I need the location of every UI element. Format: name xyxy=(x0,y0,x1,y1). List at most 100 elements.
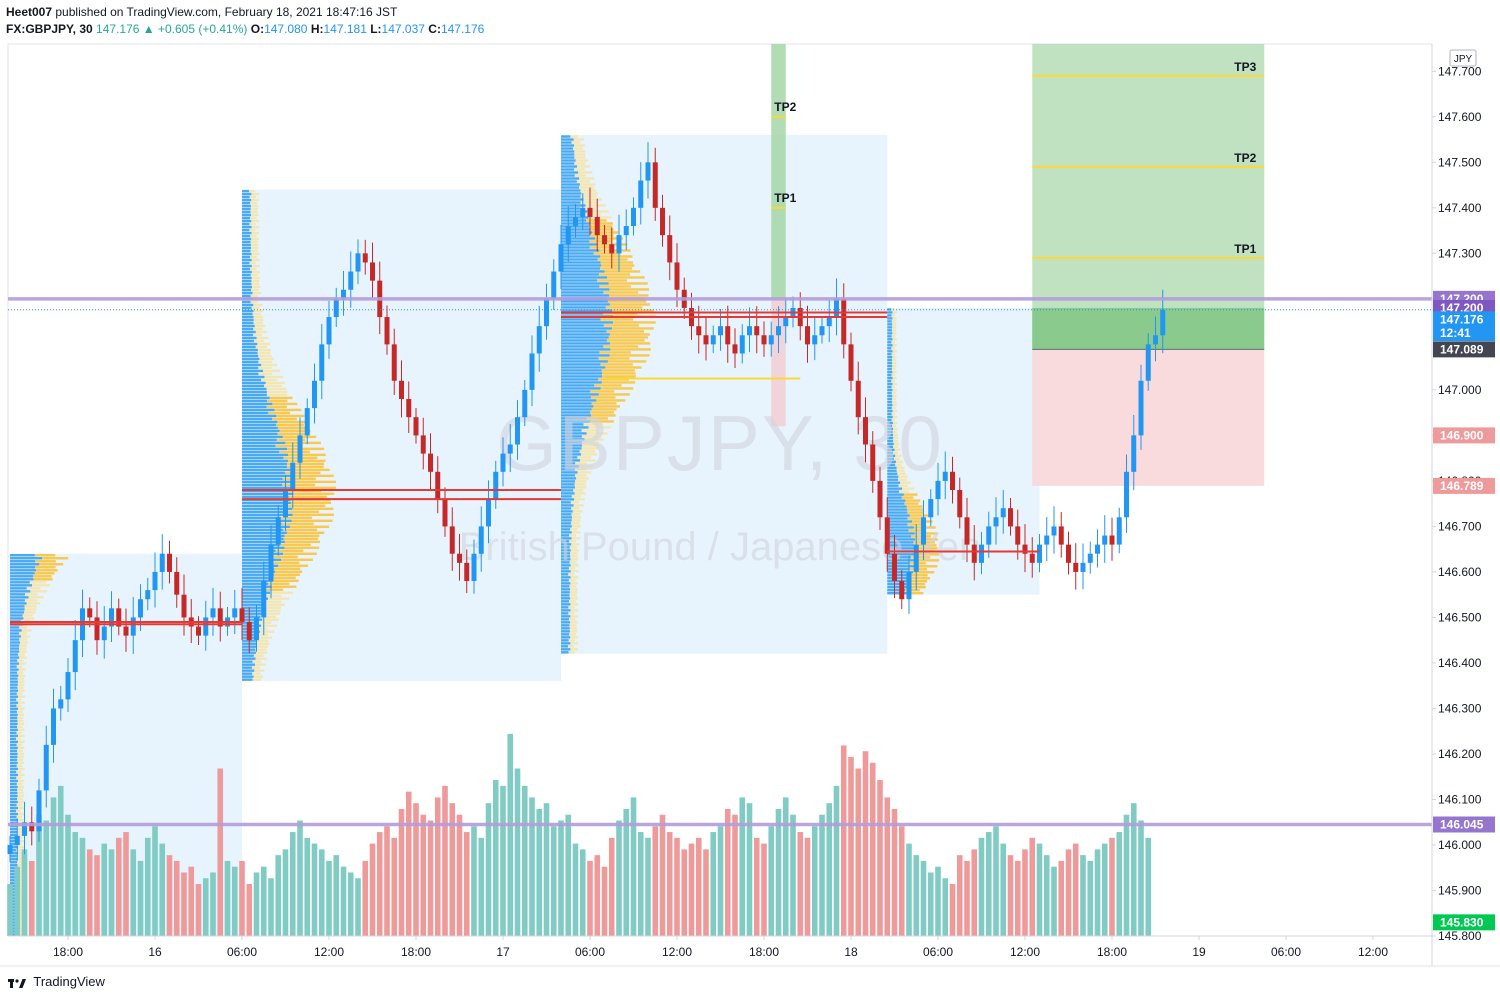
candle-body xyxy=(935,480,941,500)
volume-profile-bar-sell xyxy=(583,423,602,426)
volume-profile-bar-buy xyxy=(887,421,893,425)
volume-profile-bar-sell xyxy=(575,480,587,483)
volume-profile-bar-sell xyxy=(29,581,46,584)
symbol-label[interactable]: FX:GBPJPY, 30 xyxy=(6,22,93,36)
candle-body xyxy=(892,553,897,582)
volume-profile-bar-sell xyxy=(571,543,580,546)
volume-profile-bar-sell xyxy=(249,189,255,193)
volume-profile-bar-sell xyxy=(913,571,935,574)
volume-profile-bar-buy xyxy=(561,390,591,393)
volume-profile-bar-buy xyxy=(561,306,606,309)
volume-profile-bar-sell xyxy=(251,306,260,310)
volume-profile-bar-buy xyxy=(561,399,597,402)
volume-profile-bar-sell xyxy=(277,426,308,430)
volume-profile-bar-sell xyxy=(907,508,924,511)
time-tick-label: 19 xyxy=(1192,945,1206,959)
volume-profile-bar-sell xyxy=(902,487,915,490)
volume-profile-bar-sell xyxy=(568,579,576,582)
price-badge xyxy=(1433,914,1495,931)
volume-profile-bar-buy xyxy=(242,603,266,606)
volume-profile-bar-sell xyxy=(603,291,639,294)
volume-profile-bar-buy xyxy=(561,615,571,618)
volume-profile-bar-sell xyxy=(34,572,55,575)
volume-profile-bar-buy xyxy=(242,597,269,600)
volume-profile-bar-sell xyxy=(258,360,272,364)
volume-profile-bar-buy xyxy=(561,612,569,615)
candle-body xyxy=(1022,544,1028,554)
volume-profile-bar-sell xyxy=(256,645,268,648)
volume-profile-bar-buy xyxy=(887,586,909,589)
volume-profile-bar-sell xyxy=(288,495,327,499)
volume-profile-bar-sell xyxy=(16,815,22,819)
trade-target-zone xyxy=(1032,44,1265,350)
candle-body xyxy=(551,271,557,299)
volume-profile-bar-buy xyxy=(10,656,20,659)
volume-profile-bar-buy xyxy=(561,165,578,168)
volume-profile-bar-buy xyxy=(561,642,571,645)
volume-profile-bar-sell xyxy=(908,529,927,532)
volume-profile-bar-sell xyxy=(254,669,265,672)
volume-profile-bar-buy xyxy=(887,588,906,592)
volume-profile-bar-buy xyxy=(242,333,253,337)
volume-profile-bar-sell xyxy=(599,351,631,354)
volume-profile-bar-buy xyxy=(887,397,893,401)
candle-body xyxy=(1145,344,1151,381)
volume-profile-bar-buy xyxy=(242,462,288,466)
volume-profile-bar-sell xyxy=(599,285,631,288)
volume-profile-bar-buy xyxy=(561,300,608,303)
candle-body xyxy=(1073,562,1079,572)
volume-profile-bar-buy xyxy=(887,320,892,323)
volume-bar xyxy=(710,832,717,936)
volume-profile-bar-sell xyxy=(257,348,271,352)
candle-body xyxy=(515,417,520,445)
volume-profile-bar-sell xyxy=(255,330,268,334)
volume-profile-bar-buy xyxy=(242,402,273,406)
volume-profile-bar-sell xyxy=(250,294,258,298)
candle-body xyxy=(428,453,433,472)
volume-profile-bar-buy xyxy=(561,645,569,648)
volume-profile-bar-sell xyxy=(39,563,64,566)
price-badge xyxy=(1433,311,1495,328)
volume-profile-bar-sell xyxy=(262,618,279,621)
volume-profile-bar-buy xyxy=(887,535,912,538)
volume-profile-bar-buy xyxy=(242,456,284,460)
candle-body xyxy=(1051,526,1057,536)
volume-profile-bar-buy xyxy=(242,258,252,262)
brand-name[interactable]: TradingView xyxy=(33,974,105,989)
volume-profile-bar-buy xyxy=(887,526,914,529)
volume-profile-bar-buy xyxy=(561,432,587,435)
volume-bar xyxy=(159,843,166,936)
volume-profile-bar-buy xyxy=(887,496,902,499)
volume-profile-bar-sell xyxy=(293,480,336,484)
candle-body xyxy=(718,326,723,336)
volume-profile-bar-buy xyxy=(561,567,569,570)
volume-profile-bar-buy xyxy=(242,240,251,244)
volume-profile-bar-buy xyxy=(887,424,893,428)
volume-profile-bar-buy xyxy=(242,204,251,208)
volume-profile-bar-sell xyxy=(262,369,281,373)
volume-profile-bar-sell xyxy=(17,677,24,680)
candle-body xyxy=(732,344,738,354)
volume-profile-bar-buy xyxy=(10,743,17,747)
volume-profile-bar-buy xyxy=(10,791,18,795)
volume-profile-bar-sell xyxy=(570,570,579,573)
volume-profile-bar-buy xyxy=(561,465,579,468)
volume-profile-bar-sell xyxy=(251,246,259,250)
volume-profile-bar-buy xyxy=(242,384,265,388)
volume-profile-bar-sell xyxy=(608,282,648,285)
volume-profile-bar-sell xyxy=(891,335,896,338)
volume-profile-bar-sell xyxy=(292,513,334,517)
candle-body xyxy=(239,608,245,622)
candle-body xyxy=(486,499,491,527)
volume-profile-bar-buy xyxy=(10,830,18,834)
volume-profile-bar-sell xyxy=(572,147,583,150)
candle-body xyxy=(906,571,912,600)
volume-bar xyxy=(202,878,209,936)
volume-profile-bar-buy xyxy=(242,546,285,549)
candle-body xyxy=(478,526,484,554)
volume-profile-bar-buy xyxy=(10,560,36,563)
volume-profile-bar-sell xyxy=(271,576,296,579)
volume-profile-bar-buy xyxy=(561,504,574,507)
author-name[interactable]: Heet007 xyxy=(6,5,53,19)
